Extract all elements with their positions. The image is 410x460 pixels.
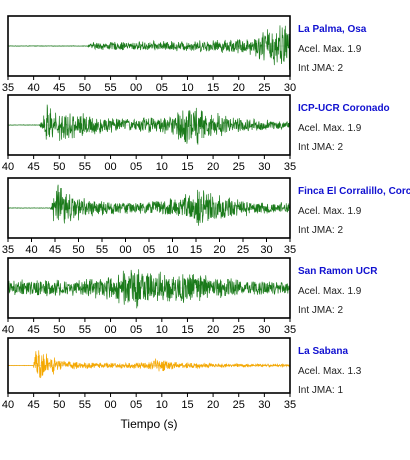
- station-accel-1: Acel. Max. 1.9: [298, 123, 362, 134]
- tick-label-0-9: 20: [233, 82, 245, 94]
- tick-label-4-7: 15: [181, 399, 193, 411]
- tick-label-3-4: 00: [104, 324, 116, 336]
- tick-label-2-8: 15: [190, 244, 202, 256]
- tick-label-3-7: 15: [181, 324, 193, 336]
- tick-label-2-9: 20: [213, 244, 225, 256]
- tick-label-4-4: 00: [104, 399, 116, 411]
- tick-label-0-8: 15: [207, 82, 219, 94]
- tick-label-1-7: 15: [181, 161, 193, 173]
- tick-label-4-6: 10: [156, 399, 168, 411]
- station-jma-0: Int JMA: 2: [298, 63, 343, 74]
- station-name-4: La Sabana: [298, 346, 348, 357]
- tick-label-2-11: 30: [260, 244, 272, 256]
- station-accel-4: Acel. Max. 1.3: [298, 366, 362, 377]
- tick-label-0-2: 45: [53, 82, 65, 94]
- panel-frame-3: [7, 257, 291, 319]
- tick-label-0-7: 10: [181, 82, 193, 94]
- station-jma-3: Int JMA: 2: [298, 305, 343, 316]
- tick-label-1-8: 20: [207, 161, 219, 173]
- station-jma-4: Int JMA: 1: [298, 385, 343, 396]
- tick-label-1-10: 30: [258, 161, 270, 173]
- tick-label-1-1: 45: [28, 161, 40, 173]
- tick-label-4-2: 50: [53, 399, 65, 411]
- tick-label-1-4: 00: [104, 161, 116, 173]
- tick-label-4-5: 05: [130, 399, 142, 411]
- tick-label-1-5: 05: [130, 161, 142, 173]
- tick-label-1-9: 25: [233, 161, 245, 173]
- tick-label-1-2: 50: [53, 161, 65, 173]
- tick-label-0-4: 55: [104, 82, 116, 94]
- tick-label-1-11: 35: [284, 161, 296, 173]
- tick-label-3-2: 50: [53, 324, 65, 336]
- station-accel-2: Acel. Max. 1.9: [298, 206, 362, 217]
- panel-frame-4: [7, 337, 291, 394]
- station-jma-1: Int JMA: 2: [298, 142, 343, 153]
- panel-frame-1: [7, 94, 291, 156]
- tick-label-2-10: 25: [237, 244, 249, 256]
- panel-frame-0: [7, 15, 291, 77]
- tick-label-2-4: 55: [96, 244, 108, 256]
- tick-label-4-3: 55: [79, 399, 91, 411]
- tick-label-3-3: 55: [79, 324, 91, 336]
- tick-label-0-5: 00: [130, 82, 142, 94]
- tick-label-3-11: 35: [284, 324, 296, 336]
- tick-label-4-8: 20: [207, 399, 219, 411]
- seismic-trace-2: [7, 184, 291, 226]
- station-accel-3: Acel. Max. 1.9: [298, 286, 362, 297]
- tick-label-4-9: 25: [233, 399, 245, 411]
- tick-label-2-2: 45: [49, 244, 61, 256]
- tick-label-2-6: 05: [143, 244, 155, 256]
- seismic-trace-3: [7, 269, 291, 309]
- tick-label-4-10: 30: [258, 399, 270, 411]
- station-name-1: ICP-UCR Coronado: [298, 103, 390, 114]
- tick-label-3-0: 40: [2, 324, 14, 336]
- x-axis-title: Tiempo (s): [121, 417, 178, 431]
- tick-label-1-0: 40: [2, 161, 14, 173]
- tick-label-3-8: 20: [207, 324, 219, 336]
- tick-label-0-10: 25: [258, 82, 270, 94]
- tick-label-0-0: 35: [2, 82, 14, 94]
- station-jma-2: Int JMA: 2: [298, 225, 343, 236]
- tick-label-0-6: 05: [156, 82, 168, 94]
- seismic-trace-4: [7, 350, 291, 379]
- tick-label-2-0: 35: [2, 244, 14, 256]
- tick-label-2-12: 35: [284, 244, 296, 256]
- tick-label-0-1: 40: [28, 82, 40, 94]
- tick-label-0-3: 50: [79, 82, 91, 94]
- station-name-3: San Ramon UCR: [298, 266, 378, 277]
- station-name-0: La Palma, Osa: [298, 24, 367, 35]
- tick-label-4-1: 45: [28, 399, 40, 411]
- tick-label-3-1: 45: [28, 324, 40, 336]
- tick-label-3-9: 25: [233, 324, 245, 336]
- seismic-trace-0: [7, 25, 291, 70]
- tick-label-1-6: 10: [156, 161, 168, 173]
- tick-label-1-3: 55: [79, 161, 91, 173]
- tick-label-2-1: 40: [25, 244, 37, 256]
- tick-label-3-6: 10: [156, 324, 168, 336]
- tick-label-3-10: 30: [258, 324, 270, 336]
- tick-label-4-0: 40: [2, 399, 14, 411]
- tick-label-2-3: 50: [72, 244, 84, 256]
- station-name-2: Finca El Corralillo, Corc: [298, 186, 410, 197]
- tick-label-4-11: 35: [284, 399, 296, 411]
- station-accel-0: Acel. Max. 1.9: [298, 44, 362, 55]
- tick-label-3-5: 05: [130, 324, 142, 336]
- tick-label-2-7: 10: [166, 244, 178, 256]
- tick-label-2-5: 00: [119, 244, 131, 256]
- seismic-trace-1: [7, 104, 291, 145]
- tick-label-0-11: 30: [284, 82, 296, 94]
